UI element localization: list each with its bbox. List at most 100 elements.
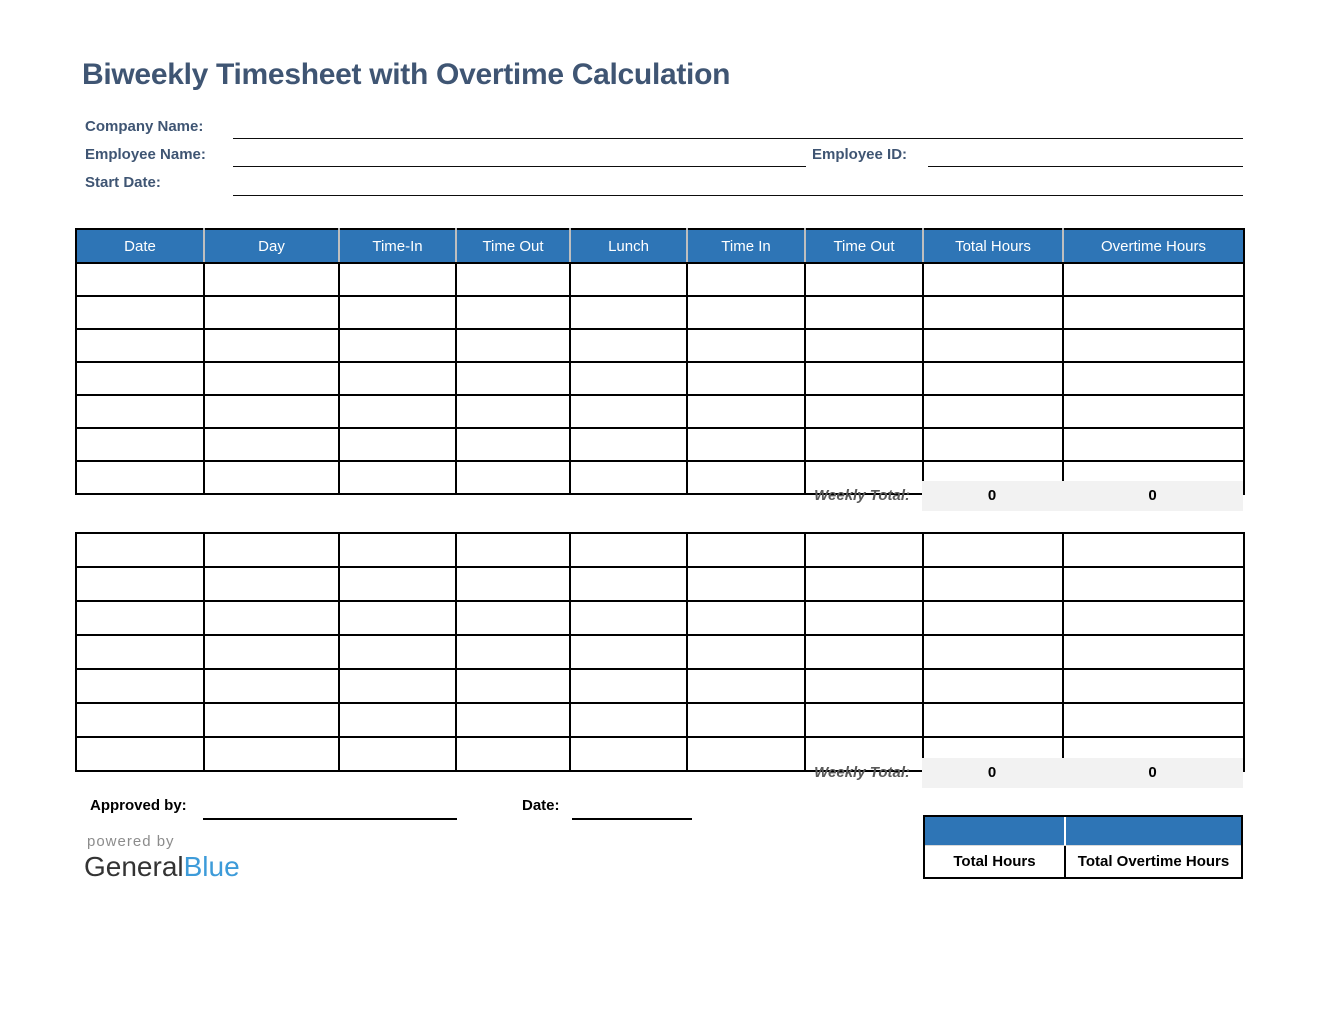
table-cell[interactable]	[922, 634, 1064, 670]
table-cell[interactable]	[804, 634, 924, 670]
table-cell[interactable]	[75, 532, 205, 568]
table-cell[interactable]	[338, 634, 457, 670]
table-cell[interactable]	[203, 736, 340, 772]
table-cell[interactable]	[922, 668, 1064, 704]
table-cell[interactable]	[203, 668, 340, 704]
table-cell[interactable]	[804, 361, 924, 396]
start-date-input-line[interactable]	[233, 195, 1243, 196]
table-cell[interactable]	[1062, 566, 1245, 602]
table-cell[interactable]	[338, 394, 457, 429]
table-cell[interactable]	[455, 532, 571, 568]
table-cell[interactable]	[455, 600, 571, 636]
table-cell[interactable]	[338, 262, 457, 297]
table-cell[interactable]	[455, 328, 571, 363]
table-cell[interactable]	[569, 736, 688, 772]
table-cell[interactable]	[455, 668, 571, 704]
table-cell[interactable]	[75, 295, 205, 330]
table-cell[interactable]	[338, 736, 457, 772]
employee-id-input-line[interactable]	[928, 166, 1243, 167]
table-cell[interactable]	[338, 702, 457, 738]
table-cell[interactable]	[804, 702, 924, 738]
table-cell[interactable]	[686, 427, 806, 462]
table-cell[interactable]	[75, 262, 205, 297]
table-cell[interactable]	[338, 295, 457, 330]
table-cell[interactable]	[338, 361, 457, 396]
table-cell[interactable]	[203, 532, 340, 568]
table-cell[interactable]	[686, 634, 806, 670]
table-cell[interactable]	[75, 394, 205, 429]
table-cell[interactable]	[338, 460, 457, 495]
table-cell[interactable]	[686, 736, 806, 772]
table-cell[interactable]	[686, 600, 806, 636]
table-cell[interactable]	[804, 532, 924, 568]
table-cell[interactable]	[569, 262, 688, 297]
table-cell[interactable]	[203, 295, 340, 330]
table-cell[interactable]	[203, 394, 340, 429]
table-cell[interactable]	[804, 566, 924, 602]
table-cell[interactable]	[922, 532, 1064, 568]
table-cell[interactable]	[569, 634, 688, 670]
table-cell[interactable]	[455, 427, 571, 462]
employee-name-input-line[interactable]	[233, 166, 806, 167]
table-cell[interactable]	[75, 736, 205, 772]
table-cell[interactable]	[922, 394, 1064, 429]
table-cell[interactable]	[203, 460, 340, 495]
table-cell[interactable]	[569, 427, 688, 462]
table-cell[interactable]	[75, 702, 205, 738]
company-name-input-line[interactable]	[233, 138, 1243, 139]
table-cell[interactable]	[455, 634, 571, 670]
table-cell[interactable]	[338, 328, 457, 363]
table-cell[interactable]	[686, 702, 806, 738]
table-cell[interactable]	[569, 600, 688, 636]
table-cell[interactable]	[686, 532, 806, 568]
table-cell[interactable]	[203, 361, 340, 396]
table-cell[interactable]	[338, 566, 457, 602]
table-cell[interactable]	[804, 427, 924, 462]
table-cell[interactable]	[922, 702, 1064, 738]
table-cell[interactable]	[922, 566, 1064, 602]
table-cell[interactable]	[686, 668, 806, 704]
table-cell[interactable]	[804, 460, 924, 495]
table-cell[interactable]	[686, 394, 806, 429]
table-cell[interactable]	[1062, 427, 1245, 462]
table-cell[interactable]	[1062, 634, 1245, 670]
table-cell[interactable]	[1062, 361, 1245, 396]
table-cell[interactable]	[922, 328, 1064, 363]
table-cell[interactable]	[203, 262, 340, 297]
table-cell[interactable]	[1062, 668, 1245, 704]
table-cell[interactable]	[569, 394, 688, 429]
table-cell[interactable]	[203, 600, 340, 636]
table-cell[interactable]	[922, 262, 1064, 297]
table-cell[interactable]	[455, 460, 571, 495]
table-cell[interactable]	[804, 668, 924, 704]
table-cell[interactable]	[455, 295, 571, 330]
table-cell[interactable]	[75, 634, 205, 670]
table-cell[interactable]	[569, 328, 688, 363]
table-cell[interactable]	[569, 668, 688, 704]
table-cell[interactable]	[203, 427, 340, 462]
table-cell[interactable]	[75, 668, 205, 704]
table-cell[interactable]	[922, 600, 1064, 636]
table-cell[interactable]	[804, 600, 924, 636]
table-cell[interactable]	[1062, 328, 1245, 363]
table-cell[interactable]	[1062, 532, 1245, 568]
table-cell[interactable]	[569, 361, 688, 396]
table-cell[interactable]	[338, 427, 457, 462]
table-cell[interactable]	[203, 702, 340, 738]
table-cell[interactable]	[686, 295, 806, 330]
table-cell[interactable]	[75, 328, 205, 363]
table-cell[interactable]	[686, 460, 806, 495]
table-cell[interactable]	[922, 427, 1064, 462]
table-cell[interactable]	[1062, 600, 1245, 636]
table-cell[interactable]	[455, 566, 571, 602]
table-cell[interactable]	[338, 668, 457, 704]
table-cell[interactable]	[1062, 295, 1245, 330]
table-cell[interactable]	[338, 532, 457, 568]
table-cell[interactable]	[75, 427, 205, 462]
table-cell[interactable]	[455, 394, 571, 429]
table-cell[interactable]	[203, 328, 340, 363]
table-cell[interactable]	[338, 600, 457, 636]
table-cell[interactable]	[804, 736, 924, 772]
table-cell[interactable]	[804, 295, 924, 330]
table-cell[interactable]	[455, 262, 571, 297]
